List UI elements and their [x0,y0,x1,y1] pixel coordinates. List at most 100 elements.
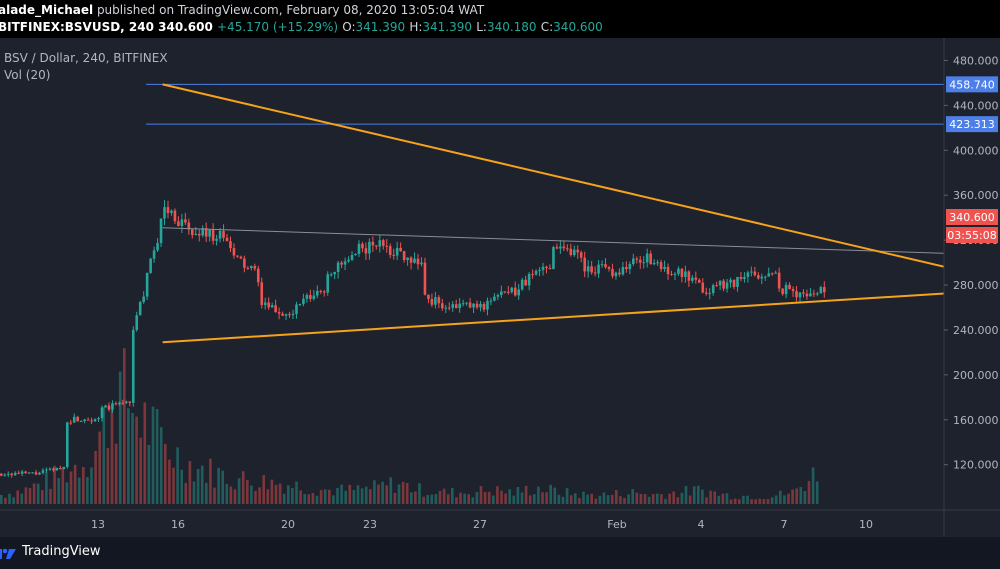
chart-pane[interactable]: 120.000160.000200.000240.000280.000320.0… [0,38,1000,537]
candle-body [517,289,521,296]
volume-bar [385,485,388,504]
volume-bar [496,486,499,504]
candle-body [385,245,389,247]
time-axis[interactable]: 13 16 20 23 27 Feb 4 7 10 [0,509,1000,531]
price-label-423: 423.313 [949,118,995,131]
candle-body [729,279,732,283]
volume-bar [631,489,634,504]
candle-body [361,243,364,249]
candle-body [378,240,382,247]
candle-body [795,291,798,298]
candle-body [41,470,45,473]
price-chart[interactable]: 120.000160.000200.000240.000280.000320.0… [0,38,1000,537]
candle-body [298,303,302,305]
candle-body [597,264,600,274]
volume-bar [479,486,483,504]
candle-body [104,405,107,408]
legend-volume[interactable]: Vol (20) [4,67,168,84]
volume-bar [45,471,48,504]
candle-body [802,292,805,294]
candle-body [52,468,55,471]
volume-bar [176,447,179,504]
candle-body [697,279,701,283]
candle-body [552,247,555,270]
volume-bar [561,496,565,504]
candle-body [545,266,548,269]
publish-header: alade_Michael published on TradingView.c… [0,0,1000,38]
volume-bar [360,488,364,504]
candle-body [812,293,816,295]
candle-body [180,219,184,227]
candle-body [159,218,163,244]
candle-body [184,219,187,223]
candle-body [218,231,222,239]
volume-bar [61,468,65,504]
candle-body [441,303,444,309]
candle-body [809,293,812,297]
volume-bar [676,497,680,504]
candle-body [687,271,691,281]
volume-bar [606,495,610,504]
volume-bar [139,437,142,504]
trendlines[interactable] [162,83,1000,344]
volume-bar [196,468,200,504]
candle-body [566,248,569,250]
tradingview-logo-icon[interactable] [0,545,18,561]
volume-bars [0,348,819,504]
candle-body [329,274,333,276]
candle-body [395,247,399,256]
volume-bar [729,499,733,504]
low-label: L: [476,20,487,34]
price-label-last: 340.600 [949,211,995,224]
horizontal-lines[interactable] [146,83,944,125]
candle-body [510,287,514,293]
volume-bar [762,499,766,504]
price-tick-label: 480.000 [953,54,999,67]
candle-body [402,251,406,261]
candle-body [201,228,205,236]
candle-body [472,303,475,308]
volume-bar [483,492,487,504]
triangle-upper-line[interactable] [162,83,1000,287]
volume-bar [377,484,380,504]
triangle-lower-line[interactable] [162,288,1000,344]
volume-bar [57,477,60,504]
candle-body [256,268,260,283]
volume-bar [549,484,552,504]
author-name[interactable]: alade_Michael [0,3,94,17]
volume-bar [537,486,540,504]
candle-body [656,262,659,264]
volume-bar [86,477,89,504]
volume-bar [41,489,44,504]
volume-bar [635,492,639,504]
candle-body [100,407,104,419]
volume-bar [172,467,175,504]
candle-body [31,472,34,474]
volume-bar [426,495,429,504]
candle-body [562,246,566,249]
candle-body [625,267,628,270]
gray-trendline[interactable] [162,227,971,255]
candle-body [416,258,420,265]
volume-bar [127,408,130,504]
volume-bar [569,495,573,504]
volume-bar [336,487,339,504]
candle-body [111,403,114,410]
volume-bar [557,494,561,504]
volume-bar [135,416,138,504]
candle-body [503,291,507,293]
footer-brand[interactable]: TradingView [22,544,101,559]
volume-bar [795,488,798,504]
legend-series[interactable]: BSV / Dollar, 240, BITFINEX [4,50,168,67]
candle-body [722,280,725,289]
volume-bar [28,488,32,504]
volume-bar [656,493,659,504]
candle-body [711,285,715,294]
high-label: H: [409,20,423,34]
candle-body [24,471,27,474]
volume-bar [266,489,270,504]
candle-body [555,247,559,249]
price-axis[interactable]: 120.000160.000200.000240.000280.000320.0… [943,38,1000,537]
candle-body [62,466,66,470]
candle-body [135,315,139,330]
